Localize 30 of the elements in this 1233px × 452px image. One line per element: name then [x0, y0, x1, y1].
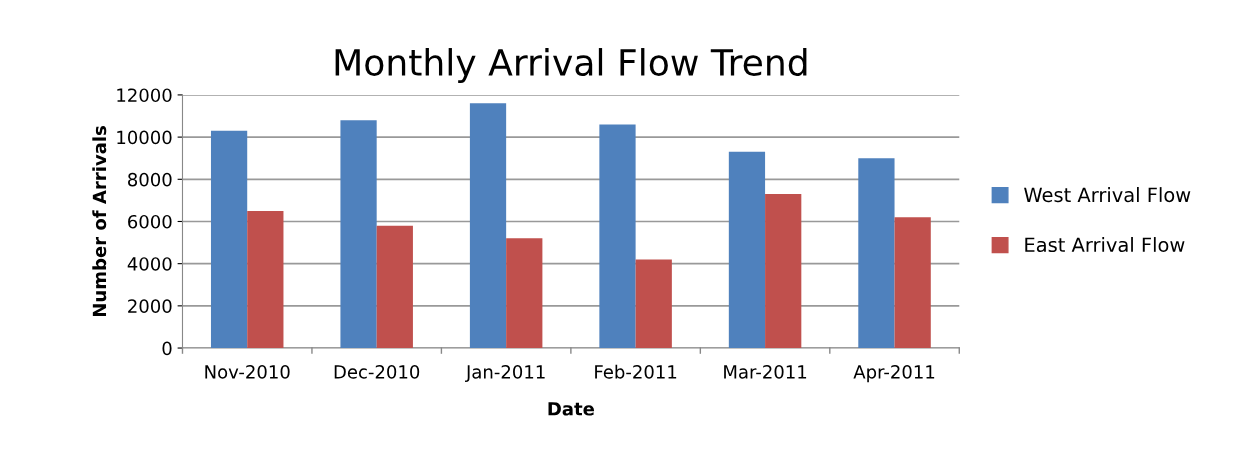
y-tick-label: 10000	[117, 130, 172, 145]
legend-label: East Arrival Flow	[1025, 237, 1185, 253]
bar	[247, 210, 284, 349]
legend-label: West Arrival Flow	[1024, 187, 1191, 203]
bar	[210, 130, 248, 349]
x-axis-title: Date	[548, 402, 595, 416]
y-tick-label: 6000	[128, 214, 172, 229]
x-tick-label: Feb-2011	[595, 364, 677, 379]
bar	[858, 158, 895, 349]
y-axis-title: Number of Arrivals	[92, 126, 107, 317]
x-tick-label: Nov-2010	[205, 365, 290, 379]
y-tick-label: 2000	[128, 299, 172, 313]
y-tick-label: 8000	[128, 172, 172, 187]
bar	[635, 259, 672, 349]
bar	[765, 194, 802, 349]
bar	[376, 225, 413, 349]
bar	[469, 103, 507, 349]
x-tick-label: Jan-2011	[465, 365, 545, 383]
y-tick-label: 4000	[127, 257, 172, 271]
chart-title: Monthly Arrival Flow Trend	[335, 48, 807, 83]
bar	[340, 120, 377, 349]
x-tick-label: Apr-2011	[853, 365, 935, 383]
bar	[894, 217, 931, 349]
bar	[599, 124, 636, 349]
bar	[506, 238, 543, 349]
bar	[728, 151, 766, 349]
x-tick-label: Mar-2011	[724, 365, 807, 379]
y-tick-label: 12000	[117, 88, 172, 103]
y-tick-label: 0	[162, 341, 172, 356]
x-tick-label: Dec-2010	[334, 365, 420, 379]
